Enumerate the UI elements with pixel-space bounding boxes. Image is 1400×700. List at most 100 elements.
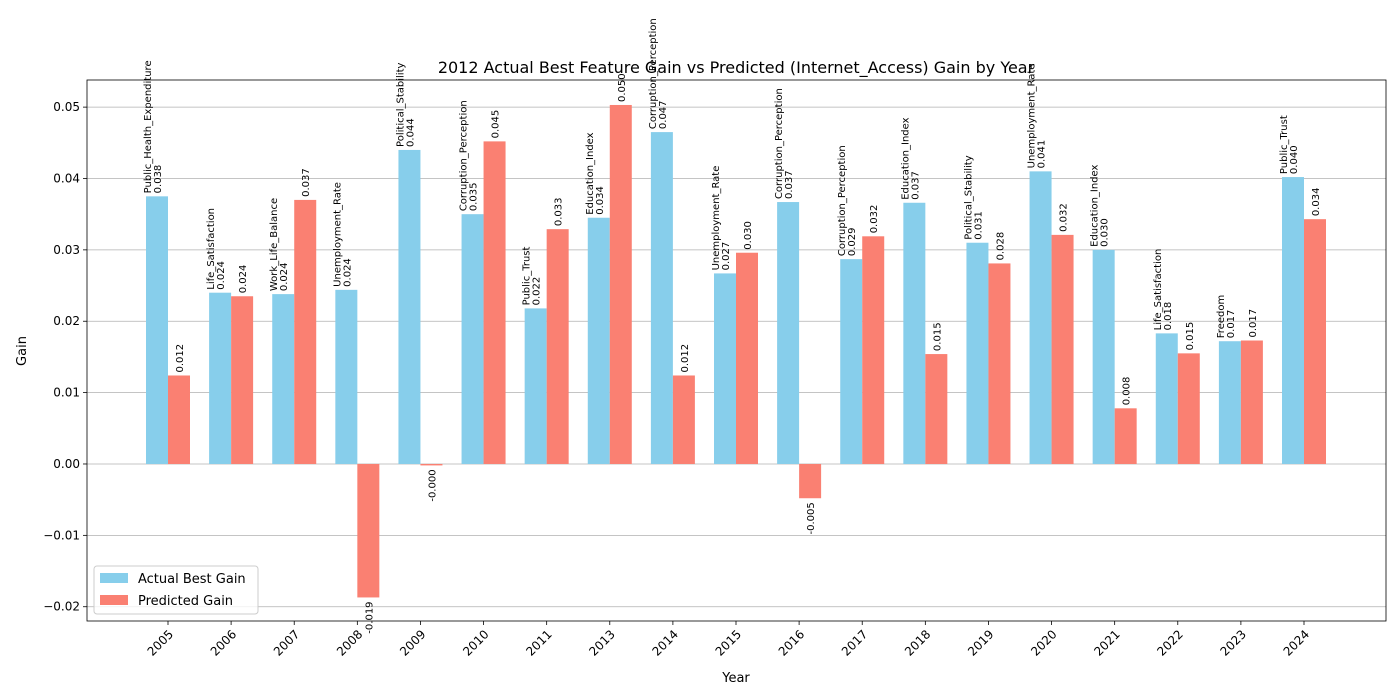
legend-label-actual: Actual Best Gain [138, 572, 246, 587]
bar-predicted-gain [862, 236, 885, 464]
x-tick-label: 2022 [1154, 627, 1185, 658]
x-tick-label: 2009 [397, 627, 428, 658]
bar-actual-best-gain [1029, 171, 1052, 464]
bar-feature-label: Unemployment_Rate [1027, 64, 1038, 169]
bar-predicted-gain [483, 141, 506, 464]
bar-predicted-gain [1051, 234, 1074, 464]
bar-actual-best-gain [1218, 341, 1241, 464]
bar-predicted-gain [1304, 219, 1326, 464]
y-axis-label: Gain [15, 336, 30, 366]
bar-feature-label: Life_Satisfaction [206, 208, 217, 290]
bar-value-label-predicted: 0.015 [1185, 322, 1196, 351]
bar-value-label-predicted: 0.037 [301, 168, 312, 197]
bar-value-label-predicted: 0.008 [1122, 377, 1133, 406]
bar-actual-best-gain [840, 259, 863, 464]
y-tick-label: 0.05 [53, 100, 80, 114]
bar-value-label-actual: 0.024 [279, 262, 290, 291]
x-tick-label: 2010 [460, 627, 491, 658]
bar-feature-label: Work_Life_Balance [269, 198, 280, 291]
bar-value-label-predicted: 0.034 [1311, 188, 1322, 217]
bar-value-label-actual: 0.038 [153, 165, 164, 194]
bar-feature-label: Unemployment_Rate [332, 182, 343, 287]
bar-value-label-predicted: -0.000 [427, 469, 438, 501]
bar-value-label-predicted: 0.030 [743, 221, 754, 250]
bar-value-label-actual: 0.034 [595, 186, 606, 215]
bar-value-label-actual: 0.018 [1163, 302, 1174, 331]
bar-actual-best-gain [587, 217, 610, 464]
bar-predicted-gain [925, 354, 948, 464]
bar-feature-label: Public_Health_Expenditure [143, 60, 154, 193]
bar-value-label-actual: 0.040 [1289, 145, 1300, 174]
bar-value-label-actual: 0.044 [405, 118, 416, 147]
bar-value-label-actual: 0.024 [216, 261, 227, 290]
bar-predicted-gain [168, 375, 190, 464]
bar-actual-best-gain [461, 214, 484, 464]
bar-predicted-gain [231, 296, 254, 464]
bar-value-label-predicted: -0.005 [806, 502, 817, 534]
bar-predicted-gain [736, 252, 758, 464]
bar-feature-label: Political_Stability [963, 155, 974, 239]
bar-value-label-actual: 0.030 [1100, 218, 1111, 247]
bar-actual-best-gain [777, 202, 800, 464]
x-tick-label: 2020 [1028, 627, 1059, 658]
legend-swatch-actual [100, 573, 128, 583]
x-tick-label: 2023 [1218, 627, 1249, 658]
bar-predicted-gain [609, 104, 632, 464]
x-tick-label: 2024 [1281, 627, 1312, 658]
x-tick-label: 2014 [650, 627, 681, 658]
bar-actual-best-gain [714, 273, 736, 464]
bar-value-label-predicted: 0.050 [617, 73, 628, 102]
x-tick-label: 2016 [776, 627, 807, 658]
bar-predicted-gain [294, 199, 317, 464]
legend: Actual Best Gain Predicted Gain [93, 565, 259, 615]
bar-value-label-actual: 0.037 [910, 171, 921, 200]
bar-predicted-gain [799, 463, 822, 499]
bar-feature-label: Life_Satisfaction [1153, 249, 1164, 331]
x-tick-label: 2007 [271, 627, 302, 658]
x-tick-label: 2008 [334, 627, 365, 658]
chart-title: 2012 Actual Best Feature Gain vs Predict… [438, 58, 1035, 78]
bar-feature-label: Public_Trust [522, 246, 533, 305]
bar-value-label-predicted: -0.019 [364, 601, 375, 633]
bar-actual-best-gain [650, 132, 673, 464]
bar-feature-label: Unemployment_Rate [711, 166, 722, 271]
bars [146, 104, 1326, 598]
x-tick-label: 2011 [523, 627, 554, 658]
bar-feature-label: Freedom [1216, 295, 1227, 338]
y-tick-label: −0.01 [43, 528, 80, 542]
bar-value-label-actual: 0.041 [1037, 140, 1048, 169]
bar-predicted-gain [1240, 340, 1263, 464]
bar-actual-best-gain [1282, 177, 1304, 464]
bar-feature-label: Education_Index [585, 132, 596, 214]
bar-value-label-predicted: 0.015 [932, 322, 943, 351]
bar-value-label-actual: 0.017 [1226, 310, 1237, 339]
y-tick-label: 0.01 [53, 386, 80, 400]
y-tick-label: −0.02 [43, 600, 80, 614]
bar-value-label-predicted: 0.028 [995, 232, 1006, 261]
plot-frame [86, 79, 1387, 622]
bar-feature-label: Corruption_Perception [837, 145, 848, 256]
x-tick-label: 2018 [902, 627, 933, 658]
bar-actual-best-gain [146, 196, 168, 464]
bar-predicted-gain [420, 463, 443, 466]
x-tick-label: 2019 [965, 627, 996, 658]
bar-value-label-actual: 0.029 [847, 228, 858, 257]
bar-actual-best-gain [335, 289, 358, 464]
bar-actual-best-gain [524, 308, 547, 464]
x-axis-label: Year [721, 671, 750, 686]
bar-actual-best-gain [903, 202, 926, 464]
bar-value-label-actual: 0.022 [532, 277, 543, 306]
bar-feature-label: Political_Stability [395, 62, 406, 146]
bar-predicted-gain [1177, 353, 1200, 464]
bar-predicted-gain [1114, 408, 1137, 464]
bar-value-label-predicted: 0.012 [680, 344, 691, 373]
bar-value-label-predicted: 0.012 [175, 344, 186, 373]
x-tick-label: 2017 [839, 627, 870, 658]
y-tick-label: 0.02 [53, 314, 80, 328]
bar-value-label-predicted: 0.032 [1059, 203, 1070, 232]
y-tick-label: 0.00 [53, 457, 80, 471]
bar-value-label-actual: 0.037 [784, 170, 795, 199]
bar-feature-label: Public_Trust [1279, 115, 1290, 174]
